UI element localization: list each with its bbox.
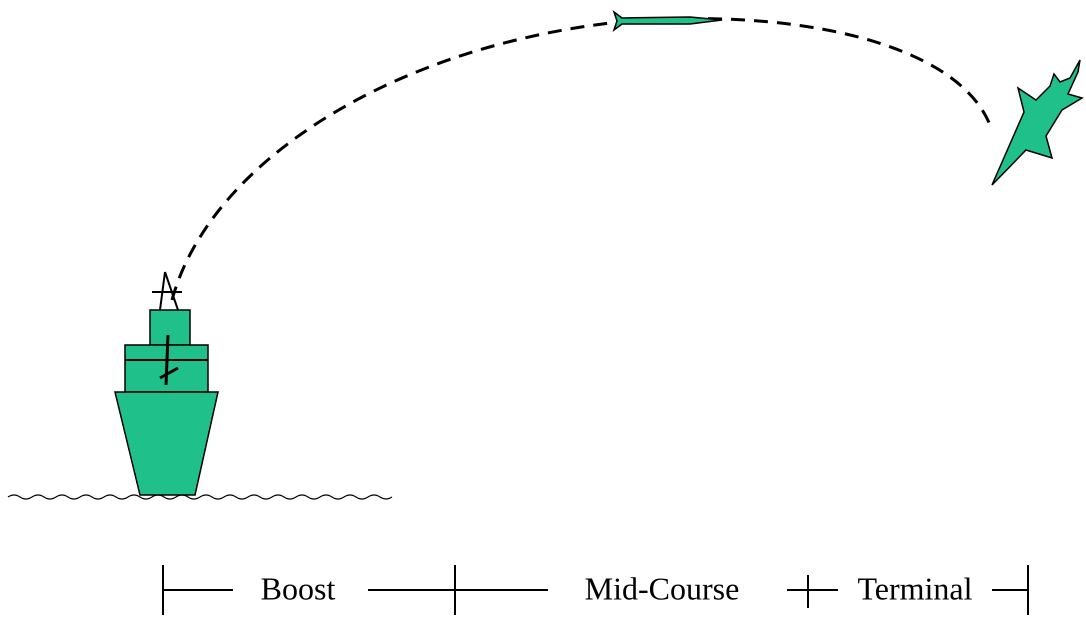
phase-label: Terminal: [857, 570, 972, 606]
aircraft: [992, 60, 1082, 185]
ship: [115, 272, 218, 495]
missile: [614, 12, 722, 30]
phase-label: Boost: [261, 570, 336, 606]
trajectory: [172, 18, 990, 300]
phase-label: Mid-Course: [585, 570, 740, 606]
diagram: Boost Mid-Course Terminal: [0, 0, 1086, 623]
waves: [8, 495, 392, 499]
